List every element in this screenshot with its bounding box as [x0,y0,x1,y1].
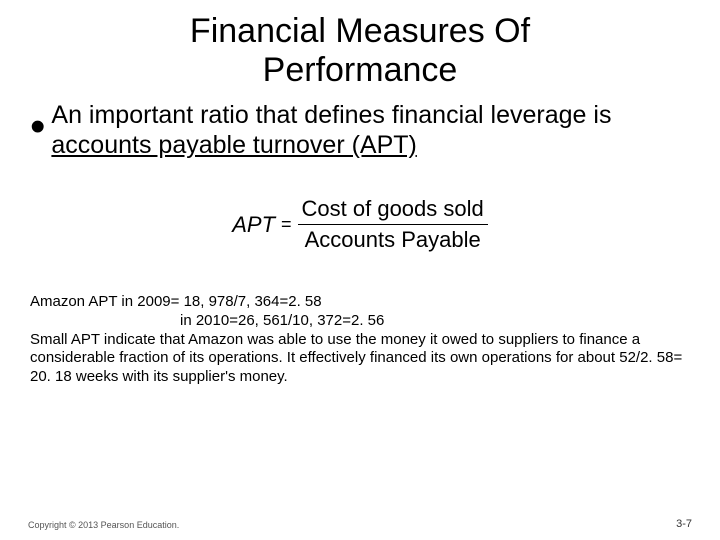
formula-numerator: Cost of goods sold [298,196,488,224]
note-line-1: Amazon APT in 2009= 18, 978/7, 364=2. 58 [30,293,690,312]
bullet-dot-icon: • [30,118,45,136]
bullet-part1: An important ratio that defines financia… [51,101,611,129]
title-line-2: Performance [30,51,690,90]
bullet-item: • An important ratio that defines financ… [30,100,690,160]
formula: APT = Cost of goods sold Accounts Payabl… [30,196,690,253]
formula-equals: = [281,214,292,235]
title-line-1: Financial Measures Of [30,12,690,51]
formula-fraction: Cost of goods sold Accounts Payable [298,196,488,253]
page-number: 3-7 [676,518,692,530]
formula-denominator: Accounts Payable [301,225,485,253]
note-line-3: Small APT indicate that Amazon was able … [30,331,690,387]
formula-lhs: APT [232,212,275,238]
copyright-text: Copyright © 2013 Pearson Education. [28,520,179,530]
note-line-2: in 2010=26, 561/10, 372=2. 56 [30,312,690,331]
notes-block: Amazon APT in 2009= 18, 978/7, 364=2. 58… [30,293,690,387]
slide: Financial Measures Of Performance • An i… [0,0,720,540]
slide-title: Financial Measures Of Performance [30,12,690,90]
bullet-text: An important ratio that defines financia… [51,100,690,160]
bullet-underlined: accounts payable turnover (APT) [51,131,416,159]
